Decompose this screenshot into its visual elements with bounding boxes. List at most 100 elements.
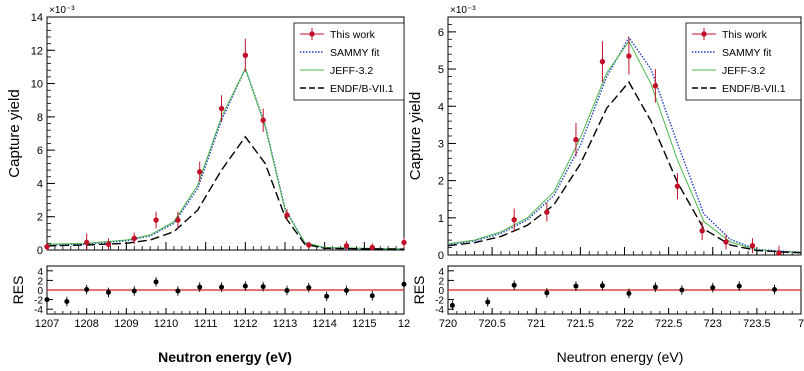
legend-label: This work [722,29,768,41]
x-tick-label: 721 [527,318,545,330]
x-tick-label: 722 [615,318,633,330]
legend-label: ENDF/B-VII.1 [330,83,394,95]
residual-point [652,284,658,290]
residual-point [64,299,70,305]
data-point [175,217,181,223]
y-tick-label: 10 [31,79,43,91]
legend-label: JEFF-3.2 [330,65,373,77]
data-point [44,243,50,250]
y-multiplier: ×10⁻³ [450,5,476,16]
x-tick-label: 1214 [312,318,336,330]
y-tick-label: 2 [37,212,43,224]
y-axis-label: Capture yield [407,92,424,180]
data-point [105,241,112,247]
x-tick-label: 723 [704,318,722,330]
residual-y-tick-label: 4 [438,267,444,278]
data-point [544,209,550,215]
legend: This work SAMMY fit JEFF-3.2 ENDF/B-VII.1 [293,22,405,101]
residual-point [401,281,407,287]
x-tick-label: 7 [798,318,804,330]
y-tick-label: 6 [438,27,444,39]
y-tick-label: 2 [438,176,444,188]
series-line-jeff-3-2 [47,67,404,250]
residual-point [772,287,778,293]
y-tick-label: 1 [438,213,444,225]
legend-label: SAMMY fit [330,47,379,59]
residual-y-tick-label: 0 [37,286,43,297]
x-tick-label: 720.5 [478,318,506,330]
legend-label: This work [330,29,376,41]
residual-point [626,290,632,296]
residual-point [260,284,266,290]
residual-point [343,287,349,293]
data-point [242,52,249,58]
residual-point [544,290,550,296]
y-tick-label: 3 [438,138,444,150]
residual-y-tick-label: -4 [34,305,43,316]
residual-point [573,283,579,289]
residual-point [449,302,455,308]
y-tick-label: 4 [438,101,444,113]
data-point [306,242,312,248]
data-point [511,216,517,223]
residual-point [105,289,111,295]
residual-point [219,284,225,290]
data-point [83,239,90,246]
data-point [153,217,159,223]
data-point [776,250,782,256]
y-axis-label: Capture yield [6,89,23,177]
residual-point [736,283,742,289]
x-tick-label: 1211 [194,318,218,330]
residual-point [369,293,375,299]
legend-label: SAMMY fit [722,47,771,59]
residual-y-label: RES [411,276,427,305]
residual-y-tick-label: -2 [435,296,444,307]
residual-point [710,285,716,291]
x-tick-label: 1207 [35,318,59,330]
x-tick-label: 722.5 [655,318,683,330]
data-point [674,183,681,189]
legend-marker-point [309,31,315,37]
data-point [573,137,579,143]
y-tick-label: 4 [37,178,43,190]
legend-label: ENDF/B-VII.1 [722,83,786,95]
main-plot-frame [46,16,405,251]
legend: This work SAMMY fit JEFF-3.2 ENDF/B-VII.1 [685,22,802,101]
data-point [699,228,705,234]
residual-point [153,279,159,285]
x-axis-label: Neutron energy (eV) [557,349,684,365]
data-point [284,212,290,218]
y-tick-label: 0 [438,250,444,262]
y-tick-label: 6 [37,145,43,157]
y-multiplier: ×10⁻³ [49,5,75,16]
residual-point [175,288,181,294]
residual-y-tick-label: -4 [435,305,444,316]
x-tick-label: 1213 [273,318,297,330]
legend-marker-point [701,31,707,37]
x-tick-label: 720 [439,318,457,330]
data-point [369,244,375,251]
residual-point [242,283,248,289]
y-tick-label: 0 [37,245,43,257]
residual-point [511,282,517,288]
series-line-endf-b-vii-1 [448,80,801,254]
residual-point [306,285,312,291]
x-tick-label: 1209 [114,318,138,330]
data-point [197,169,203,175]
x-tick-label: 1210 [154,318,178,330]
legend-label: JEFF-3.2 [722,65,765,77]
residual-point [84,287,90,293]
x-tick-label: 12 [398,318,410,330]
series-line-endf-b-vii-1 [47,135,404,250]
residual-point [44,297,50,303]
data-point [626,53,632,59]
residual-point [197,284,203,290]
data-point [131,235,137,242]
residual-point [284,287,290,293]
residual-point [679,287,685,293]
residual-y-label: RES [10,276,26,305]
y-tick-label: 14 [31,12,43,24]
